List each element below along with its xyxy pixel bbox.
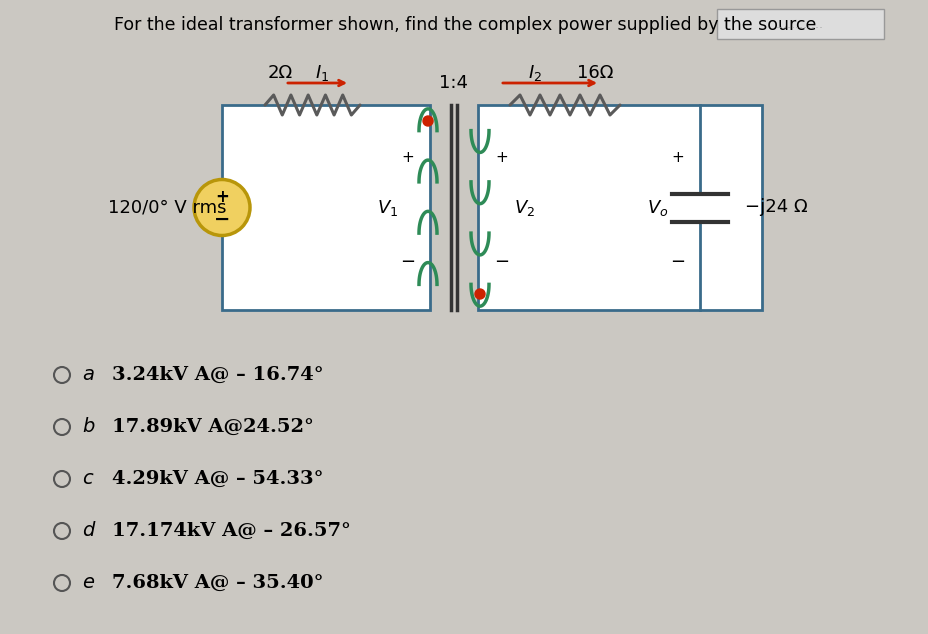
Text: 16Ω: 16Ω bbox=[576, 64, 612, 82]
Text: 3.24kV A@ – 16.74°: 3.24kV A@ – 16.74° bbox=[112, 366, 323, 384]
Text: b: b bbox=[82, 418, 95, 436]
Text: $V_2$: $V_2$ bbox=[514, 198, 535, 217]
Text: a: a bbox=[82, 365, 94, 384]
Text: 1:4: 1:4 bbox=[439, 74, 468, 92]
Bar bbox=[222, 105, 430, 310]
Bar bbox=[478, 105, 761, 310]
Text: 120/0° V rms: 120/0° V rms bbox=[108, 198, 226, 216]
Text: d: d bbox=[82, 522, 95, 541]
Text: +: + bbox=[671, 150, 684, 165]
Text: $V_1$: $V_1$ bbox=[377, 198, 398, 217]
Text: e: e bbox=[82, 574, 94, 593]
Text: −j24 Ω: −j24 Ω bbox=[744, 198, 806, 216]
Text: −: − bbox=[670, 254, 685, 271]
Text: 2Ω: 2Ω bbox=[267, 64, 292, 82]
Circle shape bbox=[474, 289, 484, 299]
Text: For the ideal transformer shown, find the complex power supplied by the source: For the ideal transformer shown, find th… bbox=[114, 16, 816, 34]
Text: $I_2$: $I_2$ bbox=[527, 63, 541, 83]
Text: $V_o$: $V_o$ bbox=[647, 198, 668, 217]
Text: −: − bbox=[213, 210, 230, 229]
Text: +: + bbox=[496, 150, 508, 165]
Text: +: + bbox=[214, 188, 228, 207]
Text: −: − bbox=[400, 254, 415, 271]
Text: ............: ............ bbox=[775, 18, 823, 30]
Text: +: + bbox=[401, 150, 414, 165]
Text: 7.68kV A@ – 35.40°: 7.68kV A@ – 35.40° bbox=[112, 574, 323, 592]
Text: 17.174kV A@ – 26.57°: 17.174kV A@ – 26.57° bbox=[112, 522, 351, 540]
FancyBboxPatch shape bbox=[716, 9, 883, 39]
Circle shape bbox=[194, 179, 250, 235]
Circle shape bbox=[422, 116, 432, 126]
Text: 4.29kV A@ – 54.33°: 4.29kV A@ – 54.33° bbox=[112, 470, 323, 488]
Text: c: c bbox=[82, 470, 93, 489]
Text: −: − bbox=[494, 254, 509, 271]
Text: 17.89kV A@24.52°: 17.89kV A@24.52° bbox=[112, 418, 314, 436]
Text: $I_1$: $I_1$ bbox=[316, 63, 329, 83]
